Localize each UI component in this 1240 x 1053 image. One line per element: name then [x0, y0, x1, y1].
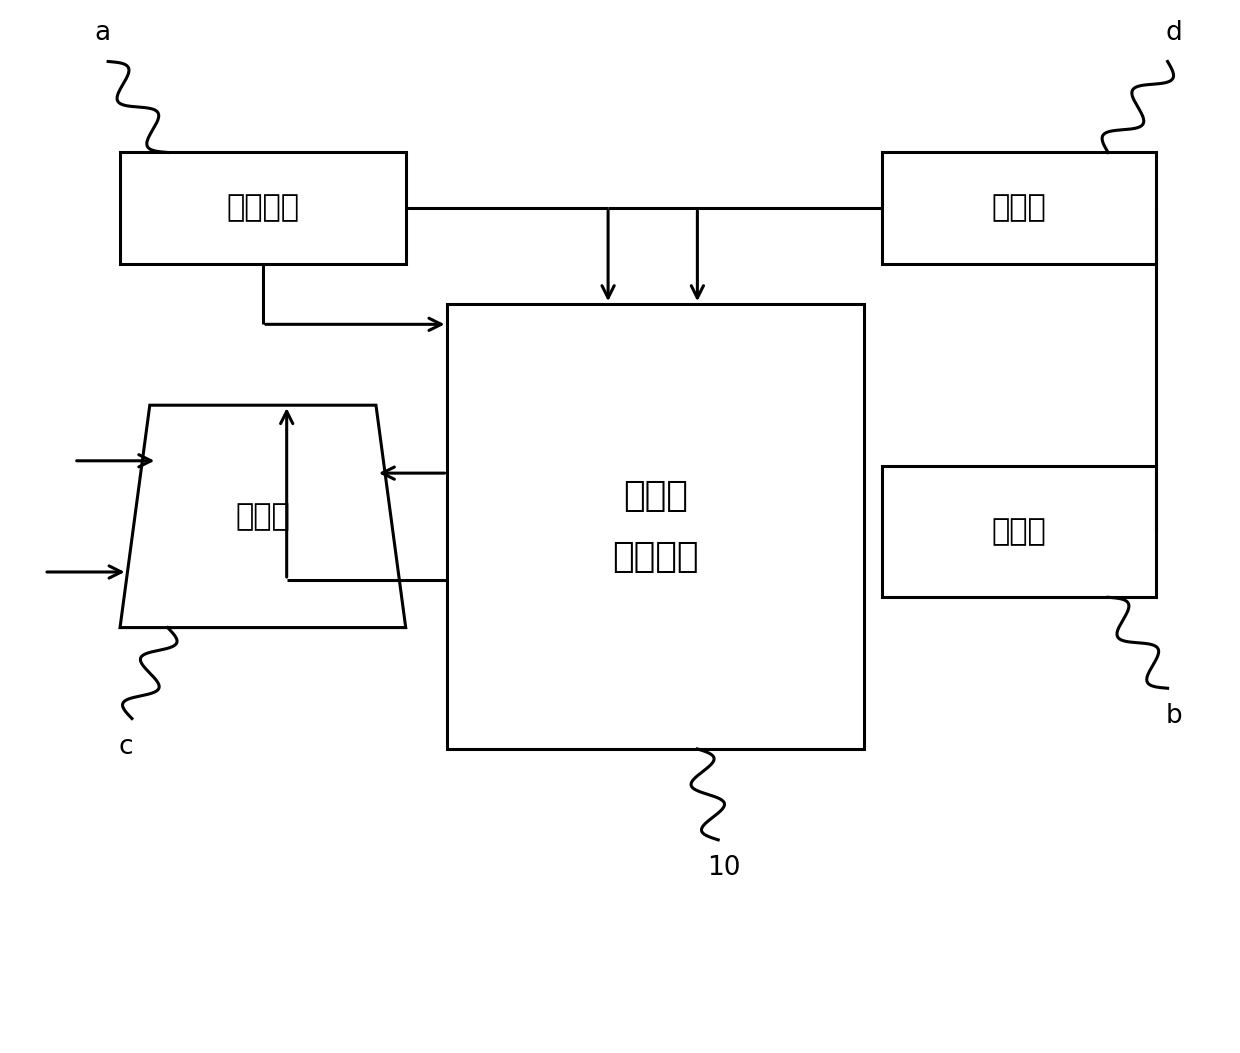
Polygon shape — [120, 405, 405, 628]
Text: 10: 10 — [707, 855, 742, 881]
Text: 测控温仪: 测控温仪 — [227, 194, 299, 222]
Text: 氯压机: 氯压机 — [236, 502, 290, 531]
Text: 真空泵: 真空泵 — [992, 517, 1047, 547]
Bar — [120, 153, 405, 263]
Text: 制冷机
低温装置: 制冷机 低温装置 — [613, 479, 699, 574]
Bar — [882, 153, 1156, 263]
Bar — [448, 304, 864, 749]
Text: c: c — [119, 734, 133, 759]
Text: b: b — [1166, 703, 1182, 730]
Bar — [882, 465, 1156, 597]
Text: a: a — [94, 20, 110, 46]
Text: 氯气瓶: 氯气瓶 — [992, 194, 1047, 222]
Text: d: d — [1166, 20, 1182, 46]
